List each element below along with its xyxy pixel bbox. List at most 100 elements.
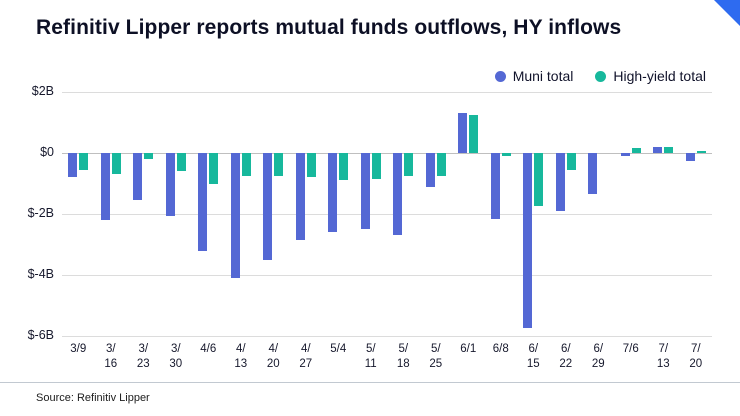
gridline	[62, 336, 712, 337]
high-yield-bar-3-9	[79, 153, 89, 170]
muni-bar-6-1	[458, 113, 468, 153]
high-yield-bar-6-1	[469, 114, 479, 153]
x-tick-label: 3/23	[136, 343, 150, 370]
high-yield-bar-6-8	[501, 153, 511, 157]
x-tick-label: 3/16	[104, 343, 118, 370]
high-yield-bar-5-11	[371, 153, 381, 179]
high-yield-bar-5-25	[436, 153, 446, 176]
high-yield-bar-4-13	[241, 153, 251, 176]
legend-item-high-yield-total: High-yield total	[595, 68, 706, 84]
x-tick-label: 5/4	[330, 343, 347, 355]
muni-bar-7-13	[653, 146, 663, 153]
muni-bar-4-27	[295, 153, 305, 240]
muni-bar-4-20	[263, 153, 273, 260]
muni-bar-6-8	[490, 153, 500, 219]
muni-bar-3-9	[68, 153, 78, 178]
x-tick-label: 4/13	[234, 343, 248, 370]
bar-group-7-13	[647, 92, 680, 336]
muni-bar-3-16	[100, 153, 110, 221]
x-tick-label: 6/8	[492, 343, 509, 355]
x-tick-label: 6/22	[559, 343, 573, 370]
bar-group-7-20	[680, 92, 713, 336]
x-tick-label: 5/18	[396, 343, 410, 370]
x-tick-label: 3/30	[169, 343, 183, 370]
y-axis: $2B $0 $-2B $-4B $-6B	[16, 84, 62, 342]
high-yield-bar-5-18	[404, 153, 414, 176]
gridline	[62, 92, 712, 93]
gridline	[62, 275, 712, 276]
x-tick-label: 7/13	[656, 343, 670, 370]
legend-dot	[595, 70, 607, 82]
muni-bar-7-20	[685, 153, 695, 161]
legend-label: High-yield total	[613, 68, 706, 84]
x-tick-label: 6/1	[460, 343, 477, 355]
x-tick-label: 4/27	[299, 343, 313, 370]
x-tick-label: 6/15	[526, 343, 540, 370]
x-tick-label: 7/20	[689, 343, 703, 370]
high-yield-bar-3-23	[144, 153, 154, 160]
high-yield-bar-7-13	[664, 146, 674, 153]
muni-bar-3-30	[165, 153, 175, 216]
bar-group-4-20	[257, 92, 290, 336]
muni-bar-6-22	[555, 153, 565, 211]
legend: Muni total High-yield total	[494, 68, 706, 84]
high-yield-bar-7-20	[696, 151, 706, 153]
bar-group-3-9	[62, 92, 95, 336]
muni-bar-5-4	[328, 153, 338, 233]
bar-group-6-15	[517, 92, 550, 336]
source-note: Source: Refinitiv Lipper	[0, 382, 740, 416]
gridline	[62, 214, 712, 215]
x-tick-label: 4/20	[266, 343, 280, 370]
high-yield-bar-7-6	[631, 148, 641, 153]
high-yield-bar-4-20	[274, 153, 284, 176]
bar-group-3-30	[160, 92, 193, 336]
legend-dot	[494, 70, 506, 82]
muni-bar-4-6	[198, 153, 208, 251]
bar-group-6-29	[582, 92, 615, 336]
muni-bar-5-11	[360, 153, 370, 230]
x-axis: 3/9 3/16 3/23 3/30 4/6 4/13 4/20 4/27 5/4 5/11 5/1…	[62, 342, 712, 372]
bar-group-5-11	[355, 92, 388, 336]
x-tick-label: 7/6	[622, 343, 639, 355]
bar-group-4-13	[225, 92, 258, 336]
corner-accent	[714, 0, 740, 26]
zero-gridline	[62, 153, 712, 154]
bar-group-7-6	[615, 92, 648, 336]
muni-bar-5-25	[425, 153, 435, 187]
bar-group-5-18	[387, 92, 420, 336]
chart-area: $2B $0 $-2B $-4B $-6B	[16, 84, 713, 342]
bar-group-6-22	[550, 92, 583, 336]
high-yield-bar-6-15	[534, 153, 544, 207]
muni-bar-3-23	[133, 153, 143, 201]
y-tick-label: $0	[40, 145, 54, 159]
muni-bar-7-6	[620, 153, 630, 157]
bar-group-6-1	[452, 92, 485, 336]
bar-group-6-8	[485, 92, 518, 336]
y-tick-label: $-2B	[27, 206, 54, 220]
chart-title: Refinitiv Lipper reports mutual funds ou…	[36, 16, 622, 39]
high-yield-bar-5-4	[339, 153, 349, 181]
legend-label: Muni total	[512, 68, 574, 84]
bar-group-5-25	[420, 92, 453, 336]
x-tick-label: 5/11	[364, 343, 377, 370]
x-tick-label: 5/25	[429, 343, 443, 370]
y-tick-label: $-4B	[27, 267, 54, 281]
legend-item-muni-total: Muni total	[494, 68, 574, 84]
high-yield-bar-6-22	[566, 153, 576, 170]
high-yield-bar-3-30	[176, 153, 186, 172]
bar-group-4-6	[192, 92, 225, 336]
x-tick-label: 4/6	[200, 343, 217, 355]
bar-group-4-27	[290, 92, 323, 336]
muni-bar-4-13	[230, 153, 240, 279]
bar-group-5-4	[322, 92, 355, 336]
y-tick-label: $-6B	[27, 328, 54, 342]
x-tick-label: 6/29	[591, 343, 605, 370]
bar-group-3-16	[95, 92, 128, 336]
high-yield-bar-3-16	[111, 153, 121, 175]
x-tick-label: 3/9	[70, 343, 87, 355]
muni-bar-6-15	[523, 153, 533, 329]
high-yield-bar-4-6	[209, 153, 219, 184]
muni-bar-5-18	[393, 153, 403, 236]
y-tick-label: $2B	[31, 84, 54, 98]
